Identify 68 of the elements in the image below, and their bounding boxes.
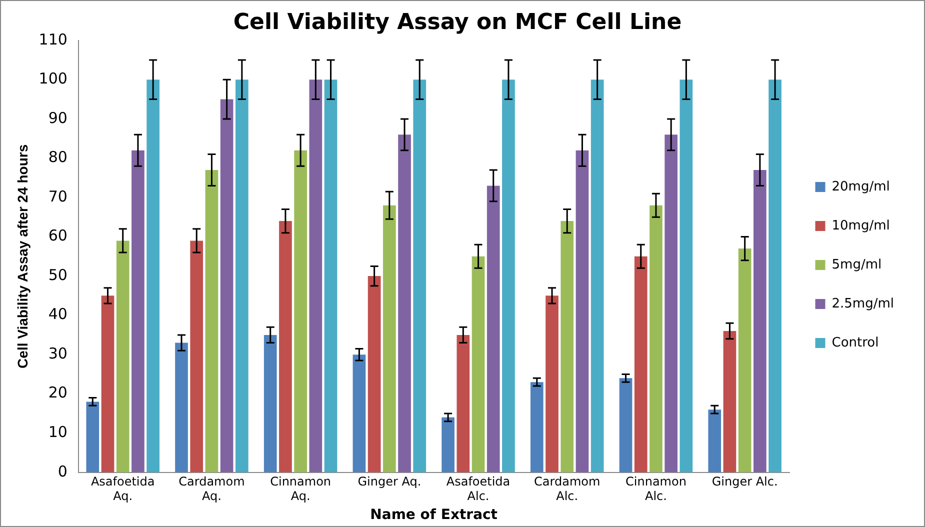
x-tick-label: Cardamom Alc. [534,474,600,504]
bar [205,170,218,472]
bar [398,134,411,472]
bar [530,382,544,472]
legend-label: 2.5mg/ml [832,296,894,312]
bar [754,170,766,472]
bar [546,296,558,472]
legend-label: 5mg/ml [832,257,882,272]
bar [368,276,381,472]
y-tick-label: 0 [58,462,68,480]
x-tick-label: Cinnamon Aq. [270,474,332,504]
y-tick-label: 100 [38,70,68,88]
bar [664,134,678,472]
bar [502,80,515,472]
bar [146,80,160,472]
x-tick-label: Asafoetida Alc. [446,474,510,504]
x-tick-label: Cinnamon Alc. [626,474,686,504]
bar [294,150,307,472]
bar [236,80,248,472]
bar [220,99,234,472]
y-tick-label: 110 [38,30,68,48]
y-tick-label: 50 [48,266,68,284]
bar [132,150,144,472]
bar [650,205,662,472]
bar [190,240,204,472]
x-tick-label: Asafoetida Aq. [90,474,155,504]
x-axis-title: Name of Extract [370,507,498,524]
bar [264,334,277,472]
bar [472,256,485,472]
bar [352,354,366,472]
y-tick-label: 20 [48,384,68,402]
y-tick-label: 10 [48,423,68,442]
x-tick-label: Ginger Aq. [358,474,422,489]
bar [442,417,454,472]
bar [590,80,604,472]
y-tick-label: 60 [48,226,68,245]
bar [279,221,292,472]
bar [768,80,782,472]
bar [175,342,188,472]
x-tick-label: Cardamom Aq. [178,474,245,504]
bar [86,402,100,472]
bar [576,150,589,472]
y-tick-label: 80 [48,148,68,166]
bar [413,80,426,472]
legend-label: Control [832,335,879,350]
legend-label: 10mg/ml [832,218,890,234]
x-tick-label: Ginger Alc. [712,474,778,489]
y-tick-label: 40 [48,305,68,324]
y-axis-title: Cell Viability Assay after 24 hours [14,144,30,368]
bar [309,80,322,472]
bar [723,331,736,472]
y-tick-label: 70 [48,187,68,206]
bar [486,186,500,472]
bar [560,221,574,472]
bar [708,410,722,472]
bar [634,256,648,472]
bar [619,378,632,472]
chart-title: Cell Viability Assay on MCF Cell Line [233,10,682,35]
bar [116,240,130,472]
y-tick-label: 90 [48,108,68,127]
bar [456,334,470,472]
bar [324,80,338,472]
legend-label: 20mg/ml [832,179,890,194]
bar [680,80,693,472]
bar [101,296,114,472]
y-tick-label: 30 [48,344,68,362]
bar [382,205,396,472]
bar [738,248,752,472]
